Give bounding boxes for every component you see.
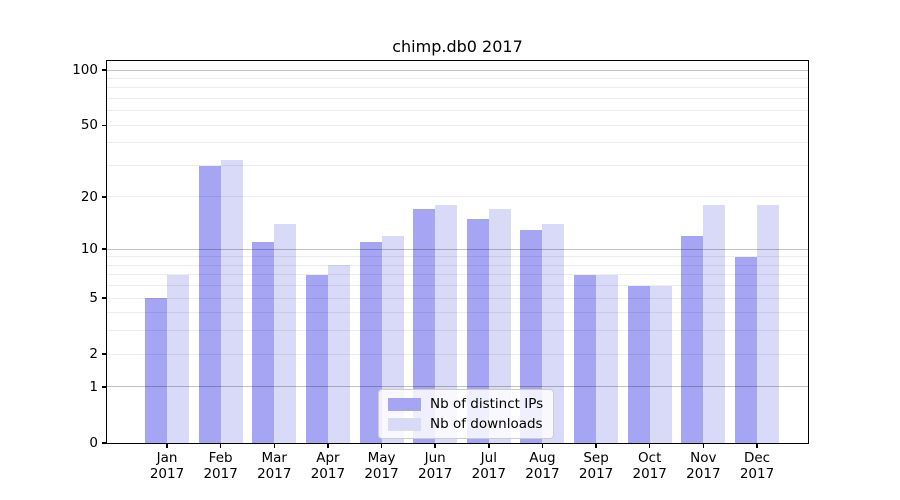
legend-swatch-distinct-ips [388, 397, 421, 411]
bar-nb-of-downloads-jan [167, 274, 189, 443]
y-tick-label-10: 10 [80, 241, 98, 258]
y-tick-mark-10 [102, 248, 106, 250]
x-tick-mark-apr [327, 444, 329, 448]
bars-layer [107, 61, 808, 443]
gridline-5 [107, 297, 808, 299]
x-tick-mark-sep [595, 444, 597, 448]
gridline-70 [107, 98, 808, 100]
gridline-9 [107, 256, 808, 258]
legend: Nb of distinct IPs Nb of downloads [378, 389, 555, 439]
y-tick-mark-0 [102, 442, 106, 444]
bar-nb-of-downloads-jun [435, 205, 458, 443]
bar-nb-of-distinct-ips-mar [252, 242, 275, 443]
x-tick-label-jul: Jul 2017 [471, 450, 506, 482]
legend-label-distinct-ips: Nb of distinct IPs [430, 396, 544, 412]
gridline-4 [107, 312, 808, 314]
y-tick-mark-5 [102, 297, 106, 299]
gridline-2 [107, 353, 808, 355]
y-tick-mark-50 [102, 124, 106, 127]
y-tick-label-1: 1 [89, 378, 98, 395]
plot-area [106, 60, 809, 444]
y-tick-label-2: 2 [89, 346, 98, 363]
bar-nb-of-downloads-apr [327, 265, 350, 443]
bar-nb-of-downloads-sep [596, 274, 619, 443]
x-tick-mark-jul [488, 444, 490, 448]
bar-nb-of-downloads-nov [703, 205, 726, 443]
bar-nb-of-distinct-ips-sep [574, 274, 597, 443]
x-tick-mark-jun [434, 444, 436, 448]
legend-label-downloads: Nb of downloads [430, 416, 543, 432]
bar-nb-of-downloads-feb [220, 160, 243, 443]
gridline-60 [107, 110, 808, 112]
bar-nb-of-distinct-ips-may [359, 242, 382, 443]
legend-item: Nb of downloads [388, 416, 543, 432]
gridline-90 [107, 77, 808, 79]
x-tick-label-jan: Jan 2017 [149, 450, 185, 482]
bar-nb-of-distinct-ips-jun [413, 209, 436, 443]
gridline-7 [107, 274, 808, 276]
legend-item: Nb of distinct IPs [388, 396, 543, 412]
x-tick-label-dec: Dec 2017 [739, 450, 775, 482]
gridline-100 [107, 69, 808, 71]
x-tick-mark-oct [648, 444, 651, 448]
y-tick-label-5: 5 [89, 290, 98, 307]
bar-nb-of-distinct-ips-feb [198, 165, 221, 443]
x-tick-mark-feb [219, 444, 222, 448]
x-tick-label-oct: Oct 2017 [632, 450, 667, 482]
bar-nb-of-distinct-ips-nov [681, 235, 704, 443]
x-tick-label-may: May 2017 [364, 450, 399, 482]
x-tick-mark-jan [166, 444, 168, 448]
x-tick-label-mar: Mar 2017 [257, 450, 292, 482]
x-tick-label-sep: Sep 2017 [578, 450, 614, 482]
x-tick-mark-may [380, 444, 383, 448]
y-tick-label-100: 100 [72, 62, 98, 79]
bar-nb-of-distinct-ips-dec [735, 256, 757, 443]
gridline-6 [107, 285, 808, 287]
bar-nb-of-distinct-ips-jul [466, 218, 489, 443]
bar-nb-of-downloads-dec [757, 205, 779, 443]
bar-nb-of-downloads-jul [488, 209, 511, 443]
y-tick-mark-100 [102, 69, 106, 71]
bar-nb-of-downloads-aug [542, 224, 565, 443]
x-tick-mark-aug [541, 444, 544, 448]
y-tick-label-50: 50 [80, 117, 98, 134]
y-tick-mark-2 [102, 353, 106, 355]
x-tick-label-apr: Apr 2017 [310, 450, 346, 482]
y-tick-label-0: 0 [89, 435, 98, 451]
x-tick-label-nov: Nov 2017 [686, 450, 721, 482]
bar-nb-of-distinct-ips-apr [305, 274, 328, 443]
gridline-3 [107, 330, 808, 332]
chart-title: chimp.db0 2017 [392, 37, 523, 56]
gridline-30 [107, 165, 808, 166]
bar-nb-of-downloads-oct [649, 285, 672, 443]
y-tick-mark-20 [102, 196, 106, 198]
gridline-8 [107, 264, 808, 266]
gridline-20 [107, 196, 808, 198]
bar-nb-of-distinct-ips-jan [145, 298, 167, 443]
grid-layer [107, 61, 808, 443]
x-tick-label-aug: Aug 2017 [525, 450, 560, 482]
bar-nb-of-distinct-ips-oct [627, 285, 650, 443]
gridline-40 [107, 142, 808, 144]
gridline-10 [107, 248, 808, 250]
bar-nb-of-downloads-mar [274, 224, 297, 443]
x-tick-label-feb: Feb 2017 [203, 450, 238, 482]
gridline-1 [107, 386, 808, 388]
gridline-50 [107, 124, 808, 126]
gridline-80 [107, 87, 808, 89]
x-tick-mark-dec [756, 444, 758, 448]
y-tick-mark-1 [102, 386, 106, 388]
x-tick-mark-nov [702, 444, 705, 448]
legend-swatch-downloads [388, 417, 421, 431]
y-tick-label-20: 20 [80, 188, 98, 205]
x-tick-mark-mar [273, 444, 276, 448]
x-tick-label-jun: Jun 2017 [417, 450, 453, 482]
